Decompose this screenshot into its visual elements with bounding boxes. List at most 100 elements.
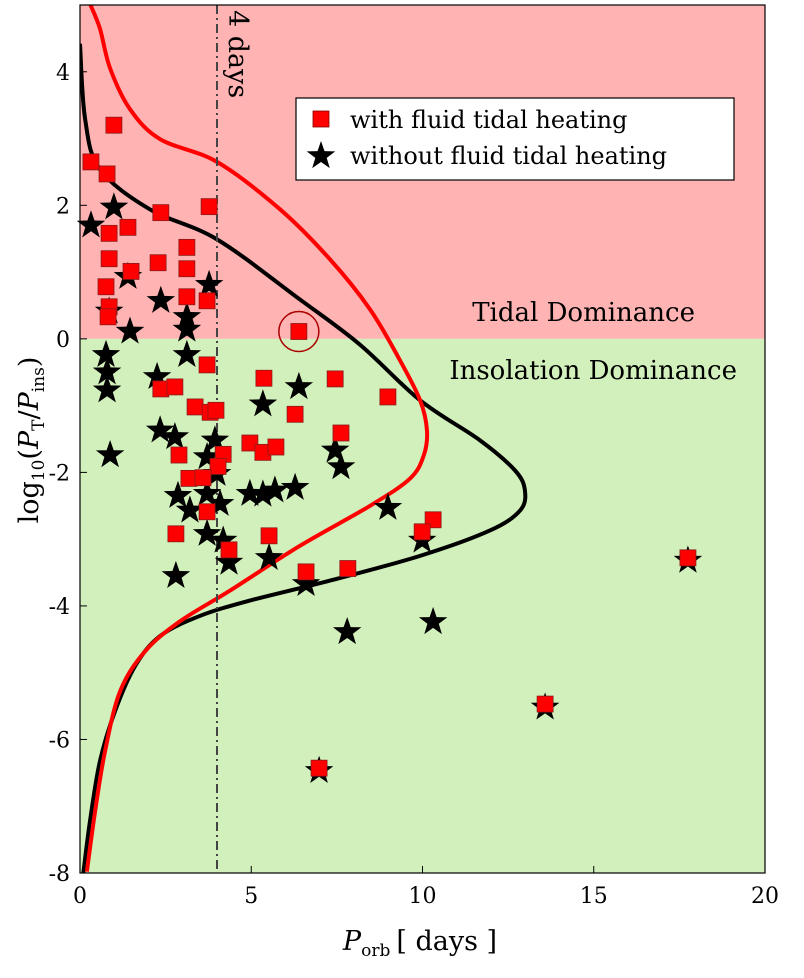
star-point xyxy=(76,210,106,238)
data-points xyxy=(76,116,703,783)
square-point xyxy=(198,292,216,310)
x-tick-label: 0 xyxy=(73,884,87,909)
star-point xyxy=(160,422,190,450)
square-point xyxy=(286,405,304,423)
square-point xyxy=(339,560,357,577)
star-point xyxy=(214,547,244,575)
star-point xyxy=(161,560,191,588)
star-point xyxy=(192,478,222,506)
y-axis-ticks: 4 2 0 -2 -4 -6 -8 xyxy=(49,61,87,887)
y-tick-label: -2 xyxy=(49,461,70,486)
star-point xyxy=(284,371,314,400)
star-point xyxy=(248,389,278,417)
square-point xyxy=(260,527,278,545)
star-point xyxy=(373,492,403,520)
legend: with fluid tidal heating without fluid t… xyxy=(295,97,735,181)
square-point xyxy=(326,370,344,388)
star-point xyxy=(205,488,235,516)
square-point xyxy=(170,446,188,464)
square-point xyxy=(241,434,259,452)
star-point xyxy=(115,316,145,344)
square-point xyxy=(200,198,218,216)
star-point xyxy=(326,452,356,480)
legend-square-marker xyxy=(312,110,330,128)
square-point xyxy=(100,224,118,242)
region-label-insolation: Insolation Dominance xyxy=(449,356,737,386)
star-point xyxy=(192,518,222,546)
star-point xyxy=(260,475,290,503)
legend-star-marker xyxy=(306,141,336,169)
star-point xyxy=(142,361,172,389)
square-point xyxy=(332,424,350,442)
region-label-tidal: Tidal Dominance xyxy=(472,298,695,328)
square-point xyxy=(178,238,196,256)
square-point xyxy=(178,260,196,278)
star-point xyxy=(235,478,265,506)
four-day-label: 4 days xyxy=(222,10,253,98)
square-point xyxy=(105,116,123,134)
square-point xyxy=(379,388,397,406)
boundary-curves xyxy=(80,5,528,873)
square-point xyxy=(267,438,285,456)
square-point xyxy=(178,288,196,306)
x-axis-ticks: 0 5 10 15 20 xyxy=(73,866,779,909)
star-point xyxy=(92,375,122,403)
square-point xyxy=(536,695,554,713)
square-point xyxy=(413,523,431,541)
square-point xyxy=(97,278,115,296)
legend-label-without: without fluid tidal heating xyxy=(350,142,667,170)
star-point xyxy=(248,479,278,507)
star-point xyxy=(254,542,284,570)
square-point xyxy=(209,457,227,475)
star-point xyxy=(172,314,202,342)
square-point xyxy=(220,541,238,559)
square-point xyxy=(152,204,170,222)
square-point xyxy=(180,469,198,487)
x-tick-label: 20 xyxy=(751,884,779,909)
square-point xyxy=(198,503,216,521)
square-point xyxy=(198,356,216,374)
star-point xyxy=(280,472,310,500)
square-point xyxy=(119,218,137,236)
square-point xyxy=(149,254,167,272)
y-tick-label: 2 xyxy=(56,194,70,219)
star-point xyxy=(95,440,125,468)
y-tick-label: 0 xyxy=(56,328,70,353)
square-point xyxy=(166,378,184,396)
star-point xyxy=(145,415,175,443)
square-point xyxy=(255,369,273,387)
y-tick-label: -6 xyxy=(49,728,70,753)
red-boundary-curve xyxy=(84,5,430,872)
highlight-ring xyxy=(278,310,320,353)
star-point xyxy=(418,606,448,635)
star-point xyxy=(192,442,222,470)
star-point xyxy=(194,269,224,297)
star-point xyxy=(208,525,238,553)
star-point xyxy=(200,425,230,453)
x-axis-label: Porb[ days ] xyxy=(342,926,497,961)
star-point xyxy=(332,617,362,645)
square-point xyxy=(186,398,204,416)
square-point xyxy=(297,563,315,581)
legend-box xyxy=(295,97,735,181)
y-tick-label: -4 xyxy=(49,595,70,620)
square-point xyxy=(100,250,118,268)
star-point xyxy=(291,568,321,596)
square-point xyxy=(167,525,185,543)
legend-label-with: with fluid tidal heating xyxy=(350,106,628,134)
x-tick-label: 15 xyxy=(580,884,608,909)
star-point xyxy=(92,357,122,385)
star-point xyxy=(320,435,350,463)
star-point xyxy=(99,192,129,220)
square-point xyxy=(310,759,328,777)
square-point xyxy=(194,469,212,487)
y-tick-label: -8 xyxy=(49,862,70,887)
y-tick-label: 4 xyxy=(56,61,70,86)
square-point xyxy=(82,153,100,171)
star-point xyxy=(146,285,176,313)
y-axis-label: log10(PT/Pins) xyxy=(14,357,49,524)
square-point xyxy=(99,308,117,326)
star-point xyxy=(175,495,205,523)
square-point xyxy=(152,380,170,398)
